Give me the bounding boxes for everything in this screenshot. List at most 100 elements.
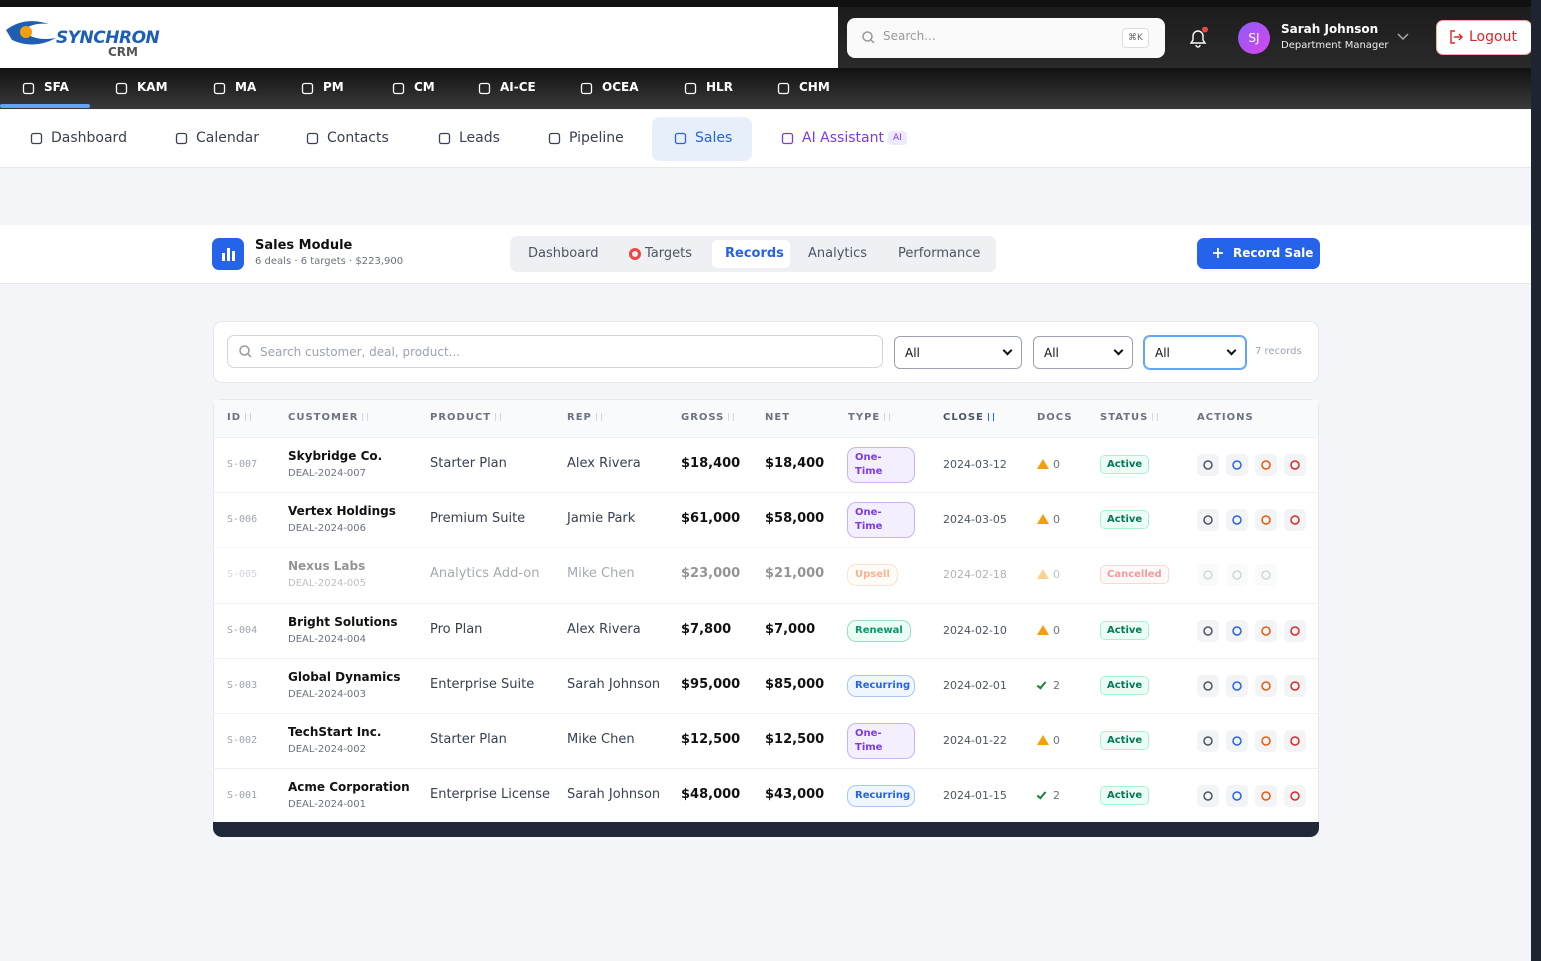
action-button[interactable]: [1226, 785, 1248, 808]
action-button[interactable]: [1255, 619, 1277, 642]
module-nav-item[interactable]: AI-CE: [500, 80, 536, 94]
action-button[interactable]: [1284, 785, 1306, 808]
action-button[interactable]: [1197, 785, 1219, 808]
action-button[interactable]: [1226, 509, 1248, 532]
action-button[interactable]: [1226, 674, 1248, 697]
records-search[interactable]: Search customer, deal, product...: [227, 335, 883, 368]
module-nav-item[interactable]: SFA: [44, 80, 69, 94]
action-button[interactable]: [1197, 730, 1219, 752]
module-nav-item[interactable]: KAM: [137, 80, 168, 94]
column-header[interactable]: TYPE: [848, 412, 891, 423]
global-search[interactable]: Search...: [847, 18, 1165, 58]
sort-icon[interactable]: [245, 413, 252, 421]
table-row[interactable]: S-006 Vertex Holdings DEAL-2024-006 Premium…: [213, 492, 1319, 547]
module-tab[interactable]: Performance: [898, 246, 981, 261]
module-icon: [115, 82, 128, 95]
column-header[interactable]: REP: [567, 412, 602, 423]
record-id: S-003: [227, 679, 258, 691]
sub-nav-item[interactable]: Sales: [695, 130, 733, 146]
sub-nav-item[interactable]: Leads: [459, 130, 500, 146]
action-button[interactable]: [1226, 730, 1248, 752]
h-scrollbar[interactable]: [213, 822, 1319, 837]
action-button[interactable]: [1226, 564, 1248, 587]
sort-icon[interactable]: [1152, 413, 1159, 421]
module-tab[interactable]: Records: [725, 246, 784, 261]
module-nav-item[interactable]: HLR: [706, 80, 733, 94]
action-button[interactable]: [1284, 674, 1306, 697]
user-menu-chevron[interactable]: [1397, 33, 1409, 41]
gross: $23,000: [681, 566, 741, 582]
deal-id: DEAL-2024-006: [288, 523, 367, 535]
column-header[interactable]: ID: [227, 412, 252, 423]
ai-badge: AI: [888, 131, 907, 145]
module-nav-item[interactable]: CM: [414, 80, 435, 94]
sort-icon[interactable]: [987, 413, 994, 421]
module-nav-item[interactable]: MA: [235, 80, 257, 94]
action-button[interactable]: [1197, 674, 1219, 697]
action-button[interactable]: [1284, 730, 1306, 752]
table-row[interactable]: S-003 Global Dynamics DEAL-2024-003 Enterpr…: [213, 657, 1319, 713]
column-header: ACTIONS: [1197, 412, 1254, 423]
sub-nav-item[interactable]: Contacts: [327, 130, 389, 146]
sub-nav-item[interactable]: Dashboard: [51, 130, 127, 146]
type-badge: Recurring: [847, 674, 915, 697]
module-tab[interactable]: Analytics: [808, 246, 868, 261]
docs-icon: [1036, 789, 1047, 800]
filter-select[interactable]: All: [894, 336, 1022, 369]
action-button[interactable]: [1226, 619, 1248, 642]
filter-select[interactable]: All: [1033, 336, 1133, 369]
action-button[interactable]: [1226, 454, 1248, 476]
action-button[interactable]: [1197, 619, 1219, 642]
sub-nav-icon: [30, 132, 43, 145]
sort-icon[interactable]: [884, 413, 891, 421]
module-tab[interactable]: Targets: [645, 246, 692, 261]
v-scrollbar[interactable]: [1531, 0, 1541, 961]
module-nav-item[interactable]: OCEA: [602, 80, 639, 94]
column-header[interactable]: CUSTOMER: [288, 412, 369, 423]
action-button[interactable]: [1255, 674, 1277, 697]
product: Analytics Add-on: [430, 566, 540, 582]
user-role: Department Manager: [1281, 40, 1389, 51]
table-row[interactable]: S-001 Acme Corporation DEAL-2024-001 Enterp…: [213, 768, 1319, 823]
column-header[interactable]: GROSS: [681, 412, 735, 423]
action-button[interactable]: [1255, 454, 1277, 476]
table-row[interactable]: S-002 TechStart Inc. DEAL-2024-002 Starter …: [213, 713, 1319, 768]
notifications[interactable]: [1187, 27, 1209, 49]
filter-select[interactable]: All: [1144, 336, 1246, 369]
sub-nav-icon: [175, 132, 188, 145]
action-button[interactable]: [1197, 454, 1219, 476]
action-button[interactable]: [1255, 564, 1277, 587]
sort-icon[interactable]: [495, 413, 502, 421]
net: $58,000: [765, 511, 825, 527]
module-nav-item[interactable]: PM: [323, 80, 344, 94]
docs-icon: [1036, 679, 1047, 690]
action-button[interactable]: [1197, 564, 1219, 587]
action-button[interactable]: [1197, 509, 1219, 532]
sub-nav-item[interactable]: Calendar: [196, 130, 259, 146]
action-button[interactable]: [1284, 509, 1306, 532]
table-row[interactable]: S-007 Skybridge Co. DEAL-2024-007 Starter P…: [213, 437, 1319, 492]
docs-icon: [1037, 569, 1049, 580]
record-sale-button[interactable]: Record Sale: [1197, 238, 1320, 269]
column-header[interactable]: PRODUCT: [430, 412, 502, 423]
sort-icon[interactable]: [362, 413, 369, 421]
action-button[interactable]: [1284, 454, 1306, 476]
action-button[interactable]: [1255, 785, 1277, 808]
action-button[interactable]: [1255, 730, 1277, 752]
action-button[interactable]: [1284, 619, 1306, 642]
module-tab[interactable]: Dashboard: [528, 246, 599, 261]
sort-icon[interactable]: [595, 413, 602, 421]
column-header[interactable]: CLOSE: [943, 412, 994, 423]
table-row[interactable]: S-004 Bright Solutions DEAL-2024-004 Pro Pl…: [213, 602, 1319, 658]
table-row[interactable]: S-005 Nexus Labs DEAL-2024-005 Analytics Ad…: [213, 547, 1319, 602]
column-header[interactable]: STATUS: [1100, 412, 1159, 423]
deal-id: DEAL-2024-007: [288, 468, 367, 479]
action-button[interactable]: [1255, 509, 1277, 532]
gross: $7,800: [681, 621, 732, 637]
sort-icon[interactable]: [728, 413, 735, 421]
avatar[interactable]: SJ: [1238, 22, 1270, 54]
module-nav-item[interactable]: CHM: [799, 80, 830, 94]
table-header: [214, 400, 1318, 437]
sub-nav-item[interactable]: AI Assistant: [802, 130, 884, 146]
sub-nav-item[interactable]: Pipeline: [569, 130, 624, 146]
